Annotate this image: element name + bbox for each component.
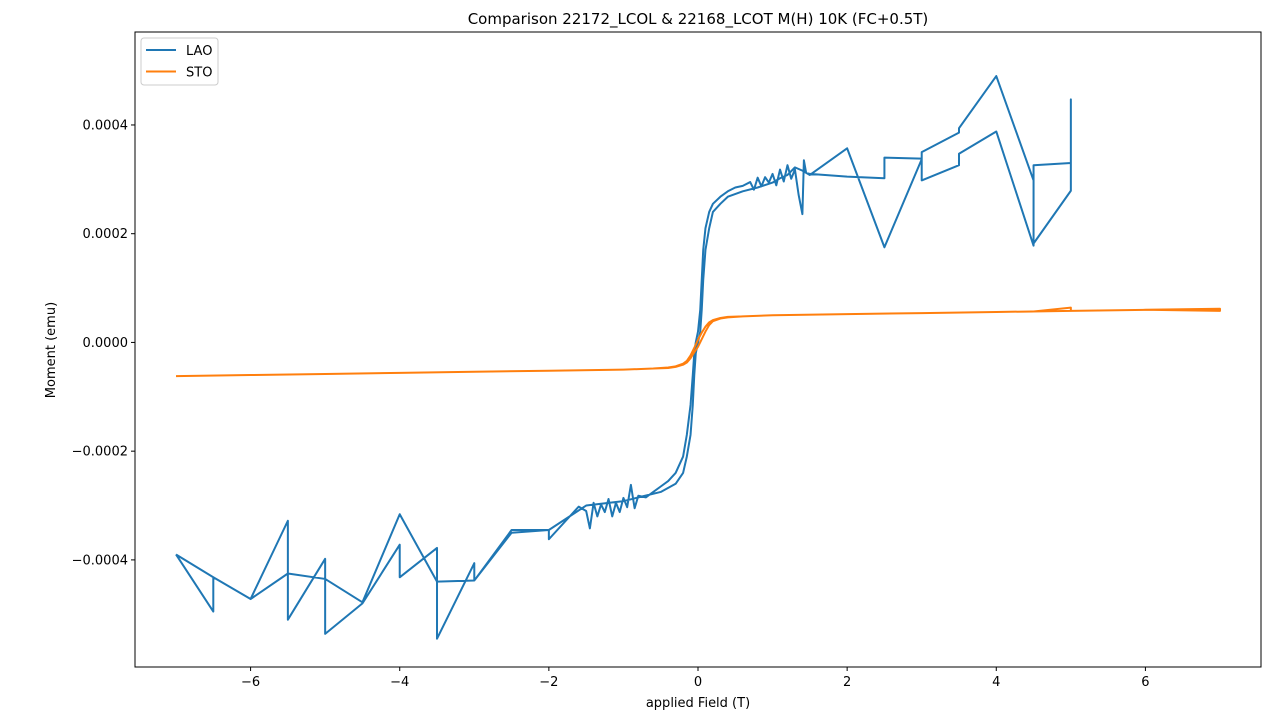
series-layer bbox=[175, 75, 1221, 640]
y-tick-label: 0.0002 bbox=[83, 227, 129, 242]
y-axis-label: Moment (emu) bbox=[44, 302, 59, 398]
series-line-sto bbox=[175, 306, 1221, 378]
legend-label-lao: LAO bbox=[186, 44, 212, 59]
legend: LAO STO bbox=[140, 37, 219, 86]
y-tick-label: 0.0000 bbox=[83, 336, 129, 351]
x-axis-label: applied Field (T) bbox=[646, 696, 750, 711]
x-tick-label: 6 bbox=[1141, 675, 1149, 690]
x-tick-label: 4 bbox=[992, 675, 1000, 690]
x-tick-label: −6 bbox=[241, 675, 260, 690]
x-tick-label: −4 bbox=[390, 675, 409, 690]
y-tick-label: −0.0004 bbox=[72, 553, 128, 568]
legend-label-sto: STO bbox=[186, 66, 212, 81]
chart-title: Comparison 22172_LCOL & 22168_LCOT M(H) … bbox=[468, 10, 929, 29]
y-tick-label: −0.0002 bbox=[72, 445, 128, 460]
y-axis: −0.0004 −0.0002 0.0000 0.0002 0.0004 bbox=[72, 118, 135, 568]
x-axis: −6 −4 −2 0 2 4 6 bbox=[241, 667, 1150, 690]
x-tick-label: 0 bbox=[694, 675, 702, 690]
x-tick-label: −2 bbox=[539, 675, 558, 690]
x-tick-label: 2 bbox=[843, 675, 851, 690]
y-tick-label: 0.0004 bbox=[83, 118, 129, 133]
